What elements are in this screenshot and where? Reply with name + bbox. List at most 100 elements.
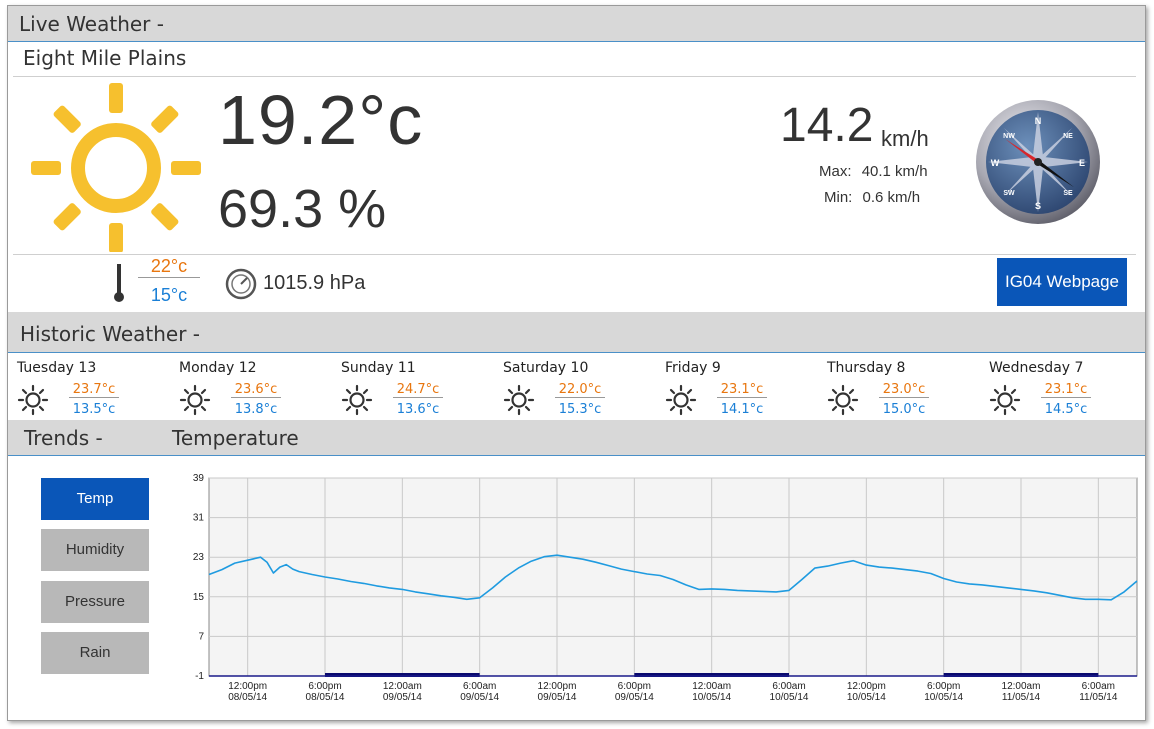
- sun-small-icon: [989, 384, 1021, 416]
- day-name: Friday 9: [665, 360, 721, 376]
- humidity-button[interactable]: Humidity: [41, 529, 149, 571]
- day-name: Thursday 8: [827, 360, 906, 376]
- x-tick-label: 6:00pm: [927, 681, 960, 692]
- historic-weather-header: Historic Weather -: [8, 312, 1145, 353]
- y-tick-label: 31: [193, 513, 205, 524]
- wind-speed-unit: km/h: [881, 126, 929, 151]
- weather-panel: Live Weather - Eight Mile Plains 19.2°c …: [7, 5, 1146, 721]
- day-name: Monday 12: [179, 360, 257, 376]
- wind-max: Max: 40.1 km/h: [819, 163, 928, 180]
- trends-header: Trends - Temperature: [8, 420, 1145, 456]
- sun-small-icon: [827, 384, 859, 416]
- night-band: [325, 673, 480, 677]
- day-low: 14.5°c: [1044, 402, 1088, 417]
- x-tick-date: 10/05/14: [847, 692, 886, 703]
- x-tick-label: 12:00pm: [228, 681, 267, 692]
- thermometer-icon: [114, 264, 124, 302]
- compass-s-label: S: [1035, 201, 1041, 211]
- day-low: 15.0°c: [882, 402, 926, 417]
- x-tick-date: 10/05/14: [770, 692, 809, 703]
- current-humidity: 69.3 %: [218, 179, 387, 239]
- sun-small-icon: [17, 384, 49, 416]
- wind-speed: 14.2: [780, 99, 874, 152]
- day-high: 23.1°c: [717, 382, 767, 398]
- x-tick-date: 10/05/14: [692, 692, 731, 703]
- compass-nw-label: NW: [1003, 133, 1015, 140]
- rain-button[interactable]: Rain: [41, 632, 149, 674]
- y-tick-label: 7: [198, 631, 204, 642]
- barometer-icon: [225, 268, 257, 300]
- day-high: 23.1°c: [1041, 382, 1091, 398]
- sun-small-icon: [503, 384, 535, 416]
- temp-button[interactable]: Temp: [41, 478, 149, 520]
- y-tick-label: 39: [193, 473, 205, 484]
- compass-sw-label: SW: [1003, 190, 1015, 197]
- y-tick-label: -1: [195, 671, 204, 682]
- day-name: Tuesday 13: [17, 360, 97, 376]
- day-low: 13.8°c: [234, 402, 278, 417]
- x-tick-date: 11/05/14: [1002, 692, 1041, 703]
- x-tick-date: 08/05/14: [228, 692, 267, 703]
- today-low: 15°c: [150, 285, 188, 305]
- sun-small-icon: [341, 384, 373, 416]
- sun-small-icon: [179, 384, 211, 416]
- x-tick-label: 12:00pm: [847, 681, 886, 692]
- day-high: 23.0°c: [879, 382, 929, 398]
- x-tick-label: 12:00am: [383, 681, 422, 692]
- day-low: 14.1°c: [720, 402, 764, 417]
- wind-max-value: 40.1 km/h: [861, 163, 928, 180]
- day-high: 23.6°c: [231, 382, 281, 398]
- x-tick-date: 11/05/14: [1079, 692, 1118, 703]
- compass-ne-label: NE: [1063, 133, 1073, 140]
- day-low: 15.3°c: [558, 402, 602, 417]
- historic-weather-title: Historic Weather -: [20, 322, 201, 346]
- live-weather-title: Live Weather -: [19, 12, 164, 36]
- x-tick-date: 09/05/14: [383, 692, 422, 703]
- temperature-chart: -171523313912:00pm08/05/146:00pm08/05/14…: [193, 473, 1138, 703]
- x-tick-label: 12:00am: [692, 681, 731, 692]
- day-name: Wednesday 7: [989, 360, 1084, 376]
- wind-max-label: Max:: [819, 163, 852, 180]
- day-low: 13.5°c: [72, 402, 116, 417]
- webpage-button[interactable]: IG04 Webpage: [997, 258, 1127, 306]
- today-high: 22°c: [138, 256, 200, 278]
- x-tick-label: 6:00am: [772, 681, 805, 692]
- compass-icon: N S W E NW NE SW SE: [976, 100, 1100, 224]
- day-low: 13.6°c: [396, 402, 440, 417]
- x-tick-label: 6:00pm: [308, 681, 341, 692]
- chart-title: Temperature: [172, 426, 299, 450]
- compass-n-label: N: [1035, 116, 1042, 126]
- x-tick-label: 6:00pm: [618, 681, 651, 692]
- live-weather-header: Live Weather -: [8, 6, 1145, 42]
- x-tick-date: 10/05/14: [924, 692, 963, 703]
- compass-w-label: W: [991, 158, 1000, 168]
- night-band: [943, 673, 1099, 677]
- wind-min-value: 0.6 km/h: [862, 189, 921, 206]
- wind-min: Min: 0.6 km/h: [824, 189, 920, 206]
- x-tick-label: 12:00am: [1002, 681, 1041, 692]
- divider: [13, 254, 1136, 255]
- y-tick-label: 23: [193, 552, 205, 563]
- current-pressure: 1015.9 hPa: [263, 272, 366, 294]
- location-name: Eight Mile Plains: [23, 46, 187, 70]
- x-tick-label: 12:00pm: [538, 681, 577, 692]
- day-name: Sunday 11: [341, 360, 416, 376]
- x-tick-date: 09/05/14: [538, 692, 577, 703]
- sun-icon: [31, 83, 201, 252]
- current-temperature: 19.2°c: [218, 81, 424, 159]
- x-tick-date: 09/05/14: [615, 692, 654, 703]
- pressure-button[interactable]: Pressure: [41, 581, 149, 623]
- night-band: [634, 673, 789, 677]
- compass-se-label: SE: [1063, 190, 1073, 197]
- sun-small-icon: [665, 384, 697, 416]
- y-tick-label: 15: [193, 592, 205, 603]
- divider: [13, 76, 1136, 77]
- x-tick-label: 6:00am: [463, 681, 496, 692]
- x-tick-label: 6:00am: [1082, 681, 1115, 692]
- day-high: 24.7°c: [393, 382, 443, 398]
- trends-title: Trends -: [24, 426, 103, 450]
- day-high: 22.0°c: [555, 382, 605, 398]
- compass-e-label: E: [1079, 158, 1085, 168]
- temperature-series-line: [208, 554, 1138, 601]
- x-tick-date: 09/05/14: [460, 692, 499, 703]
